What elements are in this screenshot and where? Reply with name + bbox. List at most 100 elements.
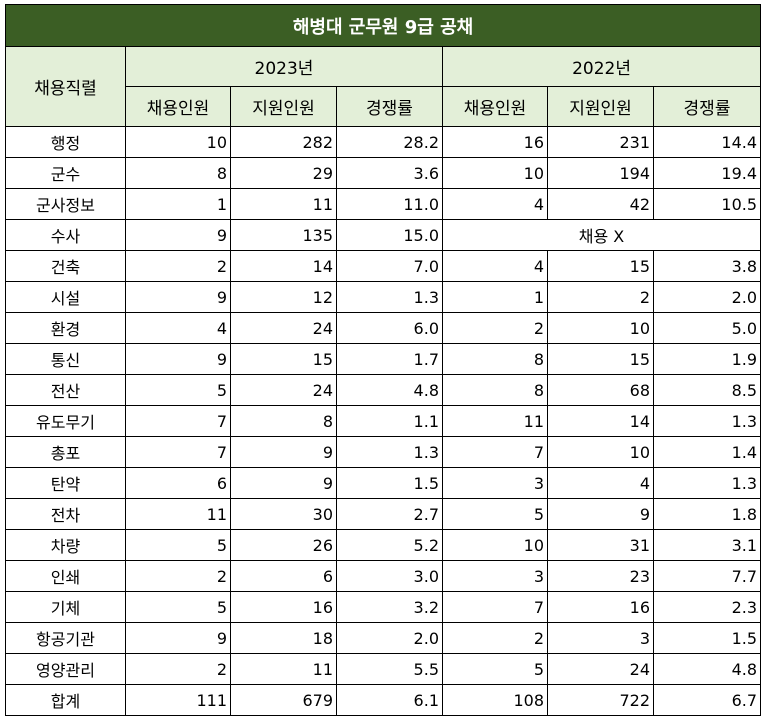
hired-2023-cell: 1 bbox=[125, 188, 231, 220]
ratio-2022-cell: 3.1 bbox=[652, 529, 762, 561]
ratio-2023-cell: 3.0 bbox=[336, 560, 443, 592]
hired-2023-cell: 9 bbox=[125, 343, 231, 375]
applicants-2023-cell: 30 bbox=[230, 498, 337, 530]
ratio-2023-cell: 3.2 bbox=[336, 591, 443, 623]
table-body: 행정 10 282 28.2 16 231 14.4 군수 8 29 3.6 10 194 19.4 군사정… bbox=[5, 126, 762, 716]
ratio-2023-cell: 4.8 bbox=[336, 374, 443, 406]
table-row: 군수 8 29 3.6 10 194 19.4 bbox=[5, 157, 762, 189]
hired-2022-cell: 16 bbox=[442, 126, 548, 158]
hired-2023-cell: 6 bbox=[125, 467, 231, 499]
table-row: 영양관리 2 11 5.5 5 24 4.8 bbox=[5, 653, 762, 685]
ratio-2022-cell: 3.8 bbox=[652, 250, 762, 282]
category-cell: 통신 bbox=[5, 343, 126, 375]
applicants-2022-cell: 194 bbox=[547, 157, 654, 189]
applicants-2022-cell: 24 bbox=[547, 653, 654, 685]
category-cell: 건축 bbox=[5, 250, 126, 282]
ratio-2023-cell: 28.2 bbox=[336, 126, 443, 158]
applicants-2023-cell: 29 bbox=[230, 157, 337, 189]
hired-2023-cell: 11 bbox=[125, 498, 231, 530]
category-cell: 군수 bbox=[5, 157, 126, 189]
category-cell: 전산 bbox=[5, 374, 126, 406]
ratio-2022-cell: 1.3 bbox=[652, 467, 762, 499]
header-ratio-2022: 경쟁률 bbox=[652, 86, 762, 127]
table-row: 기체 5 16 3.2 7 16 2.3 bbox=[5, 591, 762, 623]
ratio-2022-cell: 1.3 bbox=[652, 405, 762, 437]
category-cell: 전차 bbox=[5, 498, 126, 530]
applicants-2022-cell: 23 bbox=[547, 560, 654, 592]
table-row: 건축 2 14 7.0 4 15 3.8 bbox=[5, 250, 762, 282]
category-cell: 인쇄 bbox=[5, 560, 126, 592]
hired-2022-cell: 10 bbox=[442, 157, 548, 189]
category-cell: 차량 bbox=[5, 529, 126, 561]
hired-2022-cell: 1 bbox=[442, 281, 548, 313]
category-cell: 시설 bbox=[5, 281, 126, 313]
applicants-2023-cell: 8 bbox=[230, 405, 337, 437]
category-cell: 유도무기 bbox=[5, 405, 126, 437]
ratio-2022-cell: 6.7 bbox=[652, 684, 762, 716]
applicants-2022-cell: 10 bbox=[547, 436, 654, 468]
hired-2023-cell: 111 bbox=[125, 684, 231, 716]
table-row: 수사 9 135 15.0 채용 X bbox=[5, 219, 762, 251]
table-row: 군사정보 1 11 11.0 4 42 10.5 bbox=[5, 188, 762, 220]
ratio-2023-cell: 6.1 bbox=[336, 684, 443, 716]
applicants-2023-cell: 679 bbox=[230, 684, 337, 716]
category-cell: 총포 bbox=[5, 436, 126, 468]
ratio-2023-cell: 2.0 bbox=[336, 622, 443, 654]
ratio-2022-cell: 2.0 bbox=[652, 281, 762, 313]
applicants-2023-cell: 24 bbox=[230, 312, 337, 344]
ratio-2023-cell: 1.1 bbox=[336, 405, 443, 437]
applicants-2023-cell: 18 bbox=[230, 622, 337, 654]
category-cell: 영양관리 bbox=[5, 653, 126, 685]
ratio-2023-cell: 5.5 bbox=[336, 653, 443, 685]
applicants-2023-cell: 9 bbox=[230, 436, 337, 468]
table-title: 해병대 군무원 9급 공채 bbox=[4, 4, 762, 47]
category-cell: 수사 bbox=[5, 219, 126, 251]
ratio-2022-cell: 8.5 bbox=[652, 374, 762, 406]
applicants-2023-cell: 135 bbox=[230, 219, 337, 251]
applicants-2022-cell: 42 bbox=[547, 188, 654, 220]
ratio-2022-cell: 10.5 bbox=[652, 188, 762, 220]
category-cell: 항공기관 bbox=[5, 622, 126, 654]
ratio-2023-cell: 11.0 bbox=[336, 188, 443, 220]
applicants-2023-cell: 24 bbox=[230, 374, 337, 406]
table-row: 인쇄 2 6 3.0 3 23 7.7 bbox=[5, 560, 762, 592]
hired-2023-cell: 7 bbox=[125, 436, 231, 468]
ratio-2023-cell: 7.0 bbox=[336, 250, 443, 282]
table-row: 유도무기 7 8 1.1 11 14 1.3 bbox=[5, 405, 762, 437]
hired-2022-cell: 8 bbox=[442, 343, 548, 375]
applicants-2023-cell: 282 bbox=[230, 126, 337, 158]
table-row: 통신 9 15 1.7 8 15 1.9 bbox=[5, 343, 762, 375]
table-row: 행정 10 282 28.2 16 231 14.4 bbox=[5, 126, 762, 158]
applicants-2022-cell: 9 bbox=[547, 498, 654, 530]
ratio-2023-cell: 3.6 bbox=[336, 157, 443, 189]
hired-2023-cell: 10 bbox=[125, 126, 231, 158]
header-ratio-2023: 경쟁률 bbox=[336, 86, 443, 127]
no-recruitment-note-2022: 채용 X bbox=[441, 219, 762, 251]
applicants-2023-cell: 11 bbox=[230, 653, 337, 685]
applicants-2023-cell: 16 bbox=[230, 591, 337, 623]
hired-2022-cell: 2 bbox=[442, 622, 548, 654]
category-cell: 탄약 bbox=[5, 467, 126, 499]
applicants-2022-cell: 16 bbox=[547, 591, 654, 623]
hired-2023-cell: 9 bbox=[125, 219, 231, 251]
ratio-2023-cell: 15.0 bbox=[336, 219, 443, 251]
table-row: 시설 9 12 1.3 1 2 2.0 bbox=[5, 281, 762, 313]
ratio-2022-cell: 7.7 bbox=[652, 560, 762, 592]
ratio-2023-cell: 2.7 bbox=[336, 498, 443, 530]
applicants-2022-cell: 31 bbox=[547, 529, 654, 561]
hired-2023-cell: 2 bbox=[125, 560, 231, 592]
hired-2023-cell: 5 bbox=[125, 374, 231, 406]
table-row: 총포 7 9 1.3 7 10 1.4 bbox=[5, 436, 762, 468]
hired-2023-cell: 9 bbox=[125, 622, 231, 654]
hired-2022-cell: 4 bbox=[442, 188, 548, 220]
ratio-2022-cell: 4.8 bbox=[652, 653, 762, 685]
header-year-2022: 2022년 bbox=[441, 46, 762, 87]
applicants-2023-cell: 14 bbox=[230, 250, 337, 282]
header-category: 채용직렬 bbox=[5, 46, 126, 127]
hired-2022-cell: 108 bbox=[442, 684, 548, 716]
hired-2022-cell: 5 bbox=[442, 653, 548, 685]
recruitment-table: 해병대 군무원 9급 공채 채용직렬 2023년 2022년 채용인원 지원인원… bbox=[4, 4, 762, 716]
applicants-2023-cell: 12 bbox=[230, 281, 337, 313]
header-applicants-2022: 지원인원 bbox=[547, 86, 654, 127]
applicants-2023-cell: 11 bbox=[230, 188, 337, 220]
